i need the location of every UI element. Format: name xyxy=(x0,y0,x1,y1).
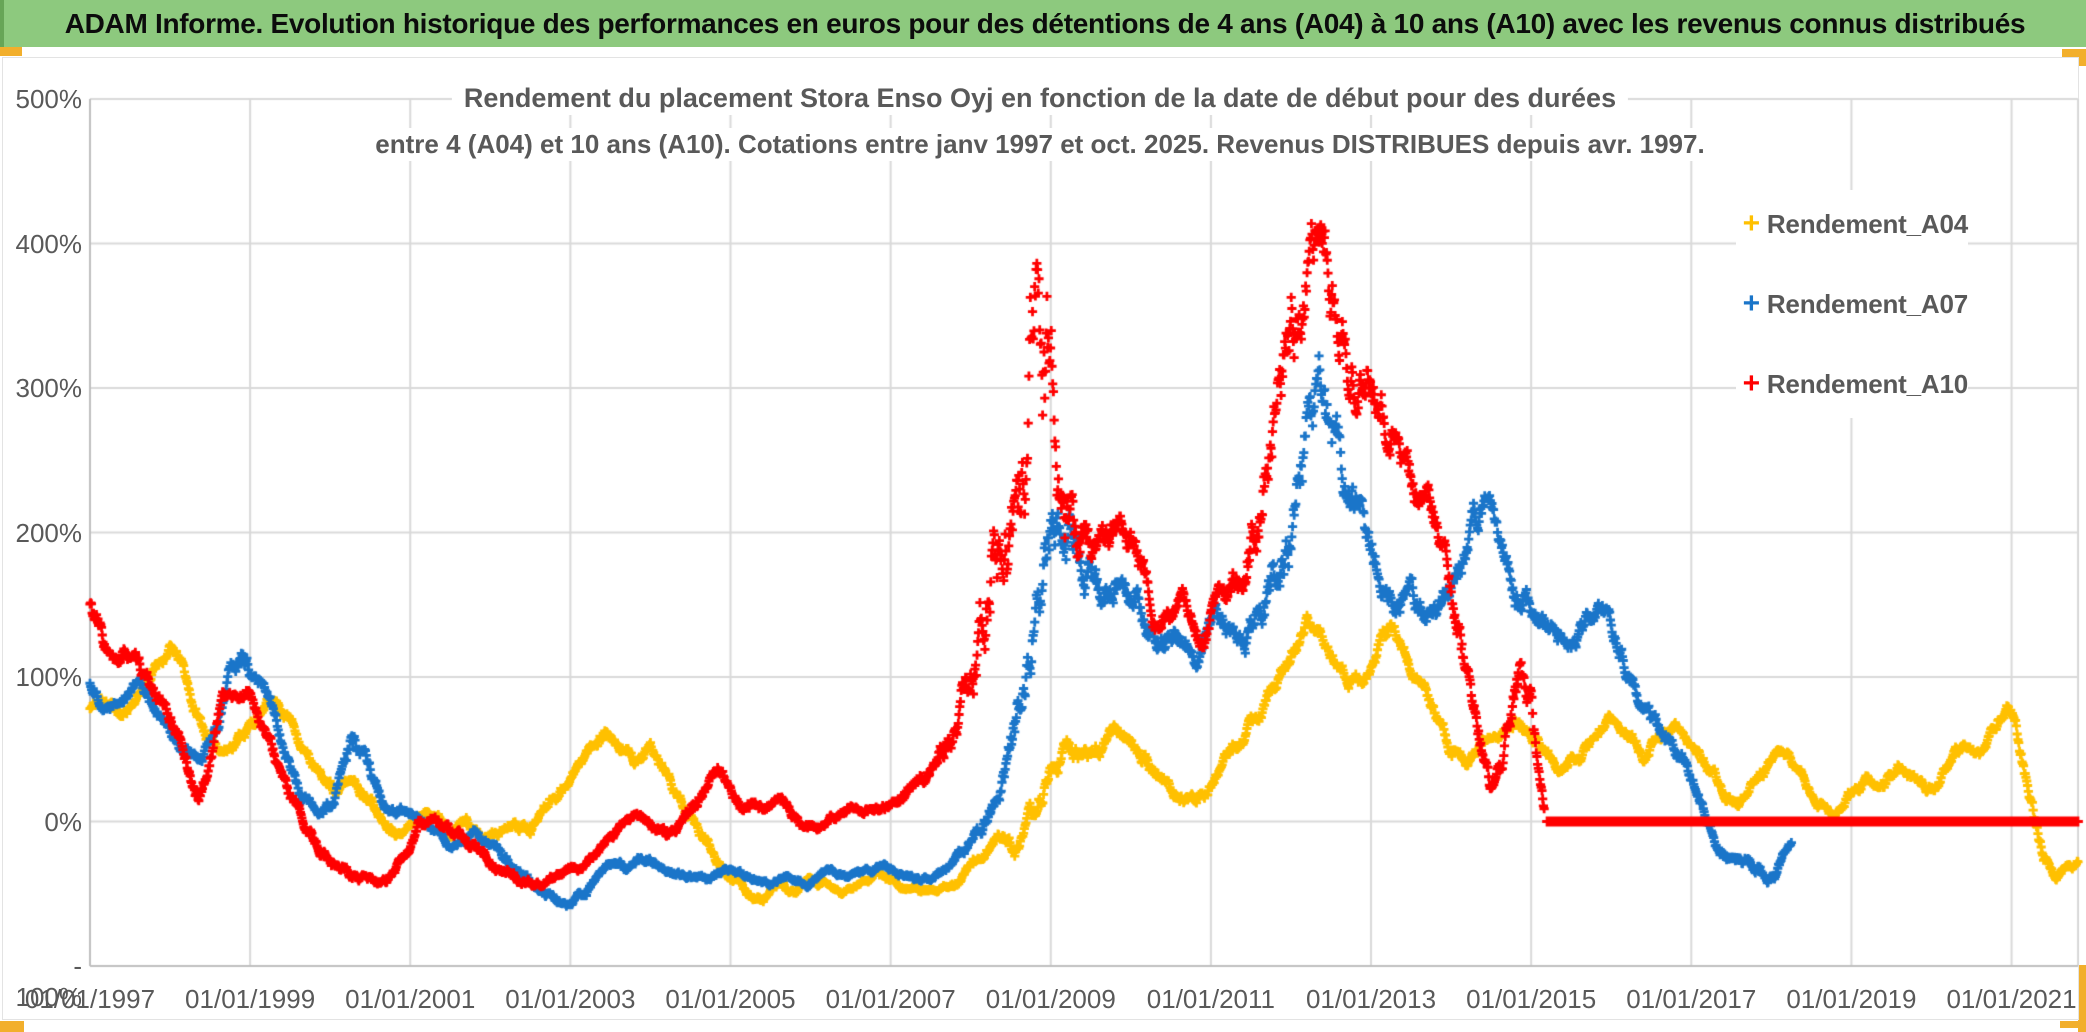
x-axis-tick-label: 01/01/2001 xyxy=(345,984,476,1014)
legend-item-a04: + Rendement_A04 xyxy=(1736,196,1969,252)
x-axis-tick-label: 01/01/2009 xyxy=(985,984,1116,1014)
x-axis-tick-label: 01/01/2011 xyxy=(1146,984,1275,1014)
legend-label: Rendement_A10 xyxy=(1766,368,1968,399)
x-axis-tick-label: 01/01/2019 xyxy=(1786,984,1917,1014)
x-axis-tick-label: 01/01/1997 xyxy=(24,984,156,1014)
legend-item-a10: + Rendement_A10 xyxy=(1736,356,1969,412)
y-axis-tick-label: 400% xyxy=(15,228,83,259)
legend-item-a07: + Rendement_A07 xyxy=(1736,276,1969,332)
x-axis-tick-label: 01/01/1999 xyxy=(185,984,316,1014)
x-axis-tick-label: 01/01/2013 xyxy=(1305,984,1437,1014)
y-axis-tick-label: 0% xyxy=(44,806,82,837)
plus-marker-icon: + xyxy=(1742,287,1761,320)
y-axis-tick-label: 100% xyxy=(15,662,83,692)
y-axis-tick-label: 500% xyxy=(15,84,83,114)
plus-marker-icon: + xyxy=(1742,207,1761,240)
x-axis-tick-label: 01/01/2021 xyxy=(1946,984,2077,1014)
plus-marker-icon: + xyxy=(1742,367,1761,400)
y-axis-tick-label: - 100% xyxy=(15,951,83,1012)
y-axis-tick-label: 200% xyxy=(15,517,83,548)
y-axis-tick-label: 300% xyxy=(15,373,83,403)
x-axis-tick-label: 01/01/2003 xyxy=(505,984,636,1014)
x-axis-tick-label: 01/01/2007 xyxy=(825,984,956,1014)
x-axis-tick-label: 01/01/2015 xyxy=(1466,984,1597,1014)
x-axis-tick-label: 01/01/2005 xyxy=(665,984,796,1014)
chart-title-line2: entre 4 (A04) et 10 ans (A10). Cotations… xyxy=(363,128,1717,161)
legend-label: Rendement_A07 xyxy=(1766,288,1968,319)
chart-title-line1: Rendement du placement Stora Enso Oyj en… xyxy=(451,82,1629,115)
legend: + Rendement_A04 + Rendement_A07 + Rendem… xyxy=(1736,190,1968,418)
x-axis-tick-label: 01/01/2017 xyxy=(1626,984,1757,1014)
legend-label: Rendement_A04 xyxy=(1766,208,1968,239)
